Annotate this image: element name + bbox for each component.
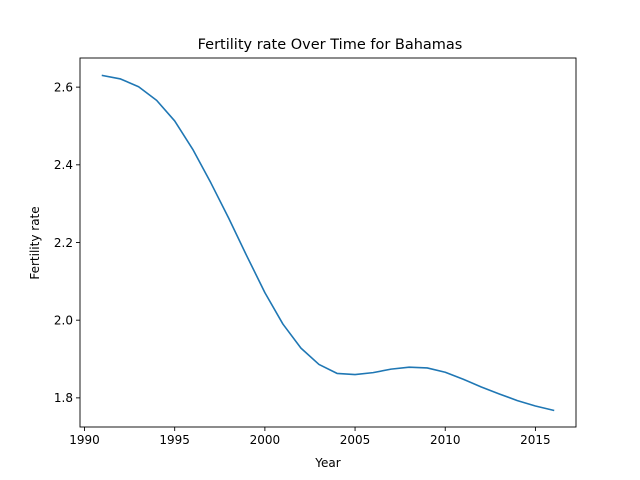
y-tick-label: 2.4 — [54, 158, 73, 172]
y-tick-label: 2.0 — [54, 313, 73, 327]
x-tick-label: 2010 — [430, 433, 461, 447]
plot-area — [101, 74, 555, 412]
x-tick-label: 2000 — [250, 433, 281, 447]
axes-frame — [79, 57, 577, 428]
x-axis-label: Year — [314, 456, 340, 470]
y-tick-label: 2.2 — [54, 236, 73, 250]
y-axis-ticks: 1.8 2.0 2.2 2.4 2.6 — [54, 80, 80, 405]
x-tick-label: 1990 — [69, 433, 100, 447]
x-axis-ticks: 1990 1995 2000 2005 2010 2015 — [69, 427, 551, 447]
x-tick-label: 1995 — [159, 433, 190, 447]
series-line-0 — [101, 74, 555, 412]
x-tick-label: 2015 — [520, 433, 551, 447]
y-tick-label: 2.6 — [54, 80, 73, 94]
y-tick-label: 1.8 — [54, 391, 73, 405]
y-axis-label: Fertility rate — [28, 206, 42, 279]
chart-title: Fertility rate Over Time for Bahamas — [198, 37, 463, 53]
x-tick-label: 2005 — [340, 433, 371, 447]
